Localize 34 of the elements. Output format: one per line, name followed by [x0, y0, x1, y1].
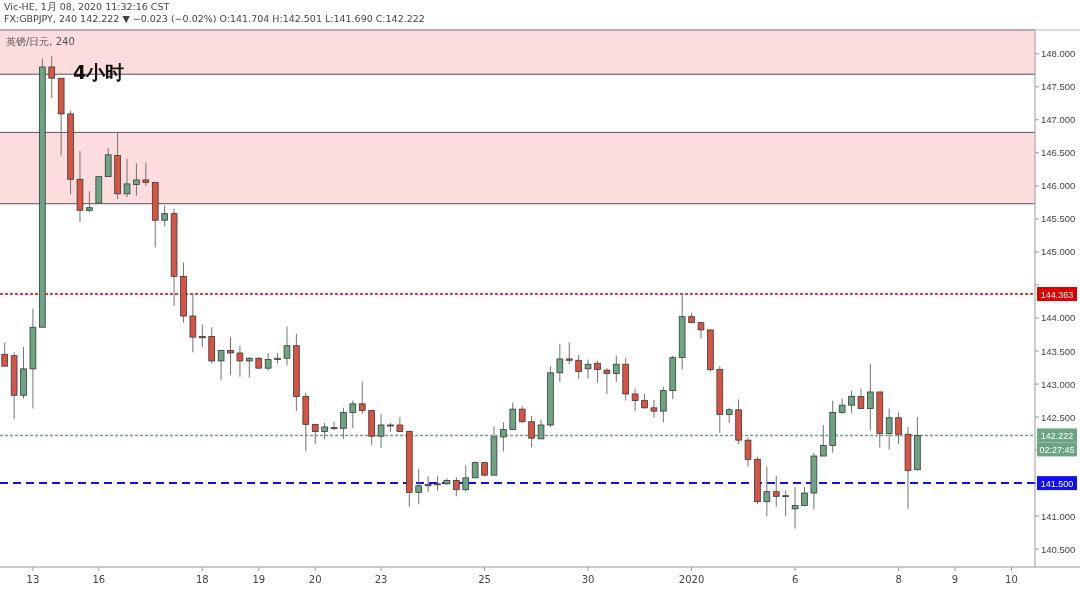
x-tick-label: 30	[581, 574, 595, 585]
ref-line-label: 142.222	[1040, 430, 1074, 441]
x-tick-label: 8	[895, 574, 902, 585]
y-tick-label: 143.500	[1041, 345, 1076, 357]
x-tick-label: 25	[478, 574, 491, 585]
ref-line-label: 141.500	[1040, 478, 1074, 489]
ref-line-label: 144.363	[1040, 289, 1074, 300]
y-tick-label: 146.500	[1041, 147, 1076, 159]
x-tick-label: 19	[252, 574, 266, 585]
annotation: 4小时	[73, 61, 125, 83]
y-tick-label: 146.000	[1041, 180, 1076, 192]
y-tick-label: 142.500	[1041, 411, 1076, 423]
x-tick-label: 2020	[678, 574, 705, 585]
y-tick-label: 147.000	[1041, 114, 1076, 126]
y-tick-label: 140.500	[1041, 543, 1076, 555]
x-tick-label: 10	[1005, 574, 1018, 585]
y-tick-label: 143.000	[1041, 378, 1076, 390]
chart-subtitle: FX:GBPJPY, 240 142.222 ▼ −0.023 (−0.02%) O:141.704 H:142.501 L:141.690 C:142.222	[4, 13, 425, 24]
y-tick-label: 144.000	[1041, 312, 1076, 324]
y-tick-label: 145.500	[1041, 213, 1076, 225]
text: 英镑/日元, 240	[6, 36, 75, 47]
x-tick-label: 6	[791, 574, 799, 585]
x-tick-label: 9	[951, 574, 959, 585]
y-tick-label: 141.000	[1041, 510, 1076, 522]
annotation: 02:27:45	[1039, 444, 1075, 455]
x-tick-label: 23	[374, 574, 388, 585]
x-tick-label: 16	[92, 574, 106, 585]
x-tick-label: 13	[26, 574, 40, 585]
x-tick-label: 18	[195, 574, 209, 585]
x-tick-label: 20	[308, 574, 322, 585]
y-tick-label: 148.000	[1041, 48, 1076, 60]
y-tick-label: 147.500	[1041, 81, 1076, 93]
text: Vic-HE, 1月 08, 2020 11:32:16 CST	[4, 1, 170, 12]
y-tick-label: 145.000	[1041, 246, 1076, 258]
